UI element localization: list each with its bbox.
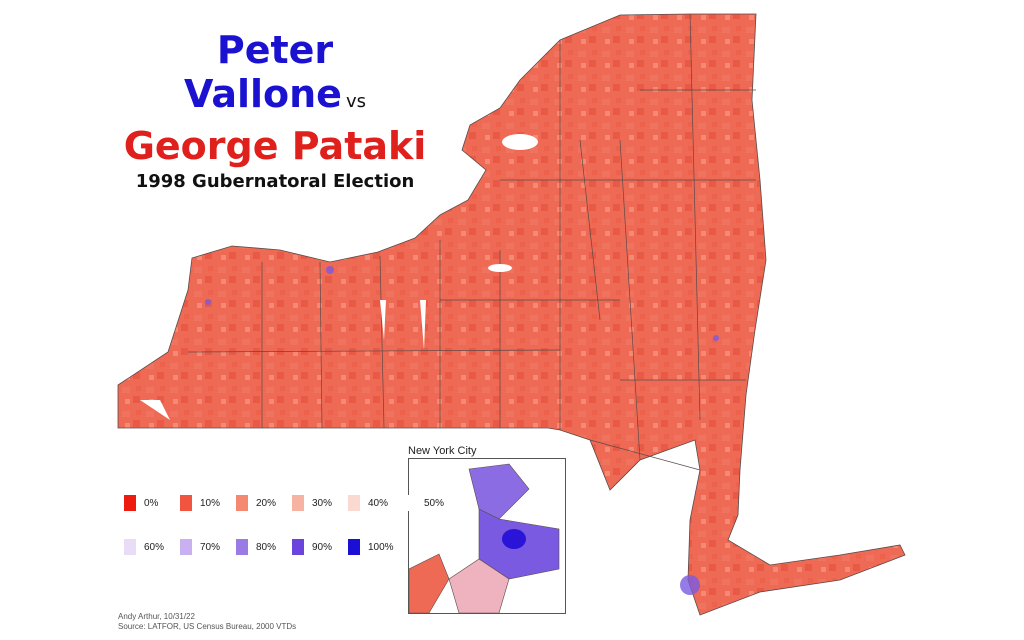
- legend-item-70: 70%: [180, 539, 224, 555]
- legend-label: 100%: [368, 541, 394, 553]
- legend-label: 90%: [312, 541, 333, 553]
- legend-label: 10%: [200, 497, 221, 509]
- legend-label: 80%: [256, 541, 277, 553]
- legend-label: 70%: [200, 541, 221, 553]
- vs-label: vs: [345, 91, 366, 112]
- legend-item-80: 80%: [236, 539, 280, 555]
- legend-swatch-40: [348, 495, 360, 511]
- county-lines: [187, 13, 756, 471]
- dem-areas: [205, 266, 719, 595]
- legend-swatch-70: [180, 539, 192, 555]
- legend-swatch-10: [180, 495, 192, 511]
- legend-swatch-90: [292, 539, 304, 555]
- legend-swatch-0: [124, 495, 136, 511]
- legend-swatch-20: [236, 495, 248, 511]
- legend-label: 60%: [144, 541, 165, 553]
- dem-candidate-name: Peter Vallone: [184, 28, 342, 116]
- map-credit: Andy Arthur, 10/31/22 Source: LATFOR, US…: [118, 612, 296, 632]
- legend-swatch-80: [236, 539, 248, 555]
- map-title: Peter Vallone vs George Pataki 1998 Guber…: [120, 28, 430, 194]
- legend-swatch-50: [404, 495, 416, 511]
- nyc-inset-svg: [409, 463, 560, 613]
- legend-item-30: 30%: [292, 495, 336, 511]
- legend-swatch-30: [292, 495, 304, 511]
- legend-label: 0%: [144, 497, 159, 509]
- election-subtitle: 1998 Gubernatoral Election: [135, 171, 415, 192]
- legend-row-dem: 60% 70% 80% 90% 100%: [124, 536, 394, 558]
- legend-swatch-100: [348, 539, 360, 555]
- legend-item-40: 40%: [348, 495, 392, 511]
- legend-item-20: 20%: [236, 495, 280, 511]
- legend-label: 40%: [368, 497, 389, 509]
- legend-item-10: 10%: [180, 495, 224, 511]
- legend-label: 20%: [256, 497, 277, 509]
- legend-item-50: 50%: [404, 495, 448, 511]
- legend-item-0: 0%: [124, 495, 168, 511]
- legend-item-100: 100%: [348, 539, 394, 555]
- legend-row-rep: 0% 10% 20% 30% 40% 50%: [124, 492, 444, 514]
- map-legend: 0% 10% 20% 30% 40% 50% 60% 70%: [124, 492, 444, 580]
- inset-label: New York City: [408, 445, 477, 457]
- credit-author: Andy Arthur, 10/31/22: [118, 612, 195, 621]
- legend-label: 30%: [312, 497, 333, 509]
- title-line-1: Peter Vallone vs: [120, 28, 430, 124]
- legend-label: 50%: [424, 497, 445, 509]
- nyc-inset-map: [408, 458, 566, 614]
- legend-item-90: 90%: [292, 539, 336, 555]
- state-shape: [117, 13, 906, 616]
- legend-item-60: 60%: [124, 539, 168, 555]
- legend-swatch-60: [124, 539, 136, 555]
- lakes: [140, 134, 538, 420]
- rep-candidate-name: George Pataki: [123, 124, 427, 168]
- credit-source: Source: LATFOR, US Census Bureau, 2000 V…: [118, 622, 297, 631]
